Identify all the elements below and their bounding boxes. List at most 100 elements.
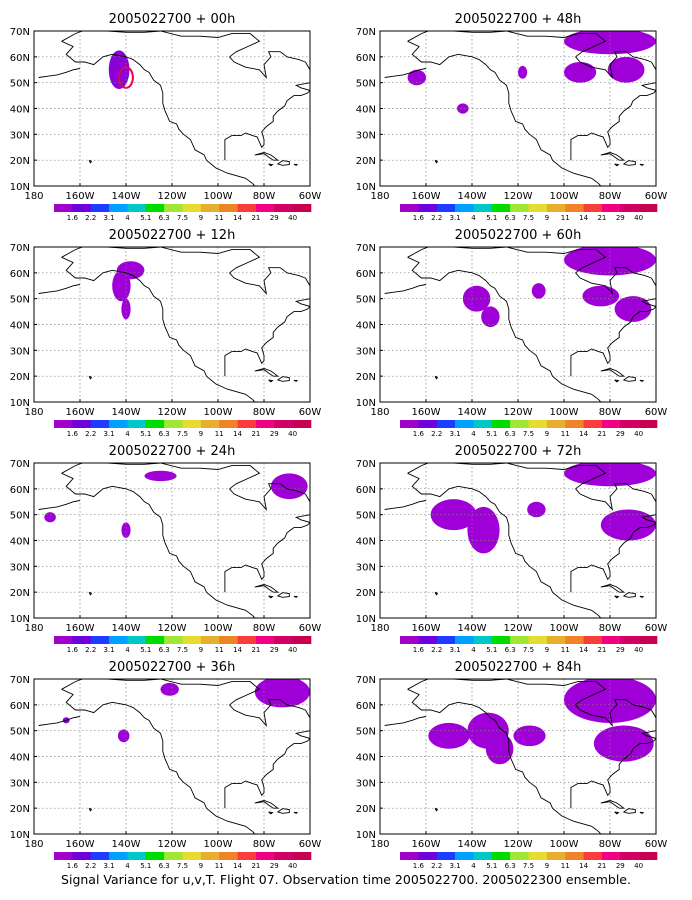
colorbar-level-label: 9 bbox=[545, 214, 549, 222]
colorbar-level-label: 14 bbox=[579, 214, 588, 222]
island-outline bbox=[254, 799, 280, 809]
coastline bbox=[384, 463, 656, 618]
colorbar-level-label: 14 bbox=[233, 214, 242, 222]
map-panel: 2005022700 + 36h 10N 20N 30N 40N 50N 60N 70N 180… bbox=[10, 660, 322, 870]
colorbar: 1.6 2.2 3.1 4 5.1 6.3 7.5 9 11 14 21 29 40 bbox=[54, 420, 312, 438]
signal-region bbox=[457, 103, 469, 114]
colorbar: 1.6 2.2 3.1 4 5.1 6.3 7.5 9 11 14 21 29 40 bbox=[54, 636, 312, 654]
colorbar-level-label: 2.2 bbox=[85, 430, 96, 438]
colorbar-swatch bbox=[436, 636, 456, 644]
x-tick-label: 180 bbox=[24, 623, 43, 634]
y-tick-label: 50N bbox=[10, 295, 30, 306]
coast-line bbox=[407, 472, 620, 618]
colorbar-swatch bbox=[436, 204, 456, 212]
map-panel: 2005022700 + 24h 10N 20N 30N 40N 50N 60N 70N 180… bbox=[10, 444, 322, 654]
colorbar-swatch bbox=[219, 852, 238, 860]
colorbar-level-label: 9 bbox=[199, 214, 203, 222]
colorbar-swatch bbox=[109, 852, 128, 860]
colorbar-level-label: 2.2 bbox=[85, 646, 96, 654]
island-outline bbox=[614, 595, 620, 599]
y-tick-label: 40N bbox=[10, 321, 30, 332]
colorbar-swatch bbox=[182, 204, 202, 212]
y-tick-label: 30N bbox=[10, 130, 30, 141]
coast-line bbox=[575, 483, 652, 511]
colorbar-swatch bbox=[418, 420, 438, 428]
colorbar-level-label: 5.1 bbox=[486, 214, 497, 222]
signal-region bbox=[564, 463, 656, 487]
colorbar-swatch bbox=[565, 852, 584, 860]
colorbar-level-label: 1.6 bbox=[67, 862, 79, 870]
colorbar-swatch bbox=[54, 636, 73, 644]
colorbar-level-label: 29 bbox=[616, 862, 625, 870]
colorbar-swatch bbox=[164, 204, 183, 212]
colorbar-level-label: 14 bbox=[579, 430, 588, 438]
colorbar-swatch bbox=[565, 204, 584, 212]
y-tick-label: 40N bbox=[356, 105, 376, 116]
coast-line bbox=[61, 463, 261, 490]
y-tick-label: 30N bbox=[356, 346, 376, 357]
colorbar-swatch bbox=[565, 636, 584, 644]
colorbar-swatch bbox=[400, 204, 419, 212]
signal-region bbox=[600, 509, 656, 541]
signal-region bbox=[582, 285, 620, 307]
x-tick-label: 160W bbox=[66, 191, 95, 202]
colorbar-level-label: 6.3 bbox=[505, 214, 516, 222]
colorbar-level-label: 7.5 bbox=[523, 646, 534, 654]
y-tick-label: 40N bbox=[10, 105, 30, 116]
island-outline bbox=[293, 379, 299, 382]
coast-line bbox=[61, 256, 274, 402]
x-tick-label: 160W bbox=[412, 407, 441, 418]
map-panel: 2005022700 + 12h 10N 20N 30N 40N 50N 60N 70N 180… bbox=[10, 228, 322, 438]
x-tick-label: 140W bbox=[112, 623, 141, 634]
colorbar-level-label: 4 bbox=[125, 862, 130, 870]
colorbar: 1.6 2.2 3.1 4 5.1 6.3 7.5 9 11 14 21 29 40 bbox=[400, 204, 658, 222]
y-tick-label: 30N bbox=[356, 130, 376, 141]
colorbar-swatch bbox=[583, 420, 603, 428]
colorbar-level-label: 7.5 bbox=[177, 214, 188, 222]
coast-line bbox=[61, 472, 274, 618]
signal-region bbox=[527, 501, 546, 518]
colorbar: 1.6 2.2 3.1 4 5.1 6.3 7.5 9 11 14 21 29 40 bbox=[54, 852, 312, 870]
y-tick-label: 70N bbox=[356, 27, 376, 38]
colorbar-swatch bbox=[491, 852, 511, 860]
colorbar-level-label: 6.3 bbox=[159, 646, 170, 654]
signal-region bbox=[270, 473, 308, 500]
colorbar-level-label: 14 bbox=[233, 862, 242, 870]
island-outline bbox=[622, 376, 636, 382]
signal-region bbox=[564, 62, 597, 83]
x-tick-label: 100W bbox=[550, 407, 579, 418]
coastline bbox=[38, 247, 310, 402]
island-outline bbox=[639, 811, 645, 814]
colorbar-level-label: 9 bbox=[199, 430, 203, 438]
coastline bbox=[38, 463, 310, 618]
x-tick-label: 160W bbox=[412, 623, 441, 634]
grid-lines bbox=[380, 31, 656, 186]
x-tick-label: 120W bbox=[158, 191, 187, 202]
colorbar: 1.6 2.2 3.1 4 5.1 6.3 7.5 9 11 14 21 29 40 bbox=[54, 204, 312, 222]
colorbar-swatch bbox=[455, 420, 474, 428]
colorbar-level-label: 5.1 bbox=[140, 862, 151, 870]
island-outline bbox=[639, 379, 645, 382]
colorbar-level-label: 2.2 bbox=[431, 646, 442, 654]
y-tick-label: 40N bbox=[356, 537, 376, 548]
colorbar-level-label: 29 bbox=[270, 862, 279, 870]
colorbar-level-label: 29 bbox=[270, 646, 279, 654]
colorbar-level-label: 40 bbox=[288, 646, 297, 654]
coastline bbox=[38, 679, 310, 834]
colorbar-swatch bbox=[255, 420, 275, 428]
island-outline bbox=[600, 151, 626, 161]
colorbar-level-label: 7.5 bbox=[523, 430, 534, 438]
colorbar-swatch bbox=[164, 852, 183, 860]
colorbar-level-label: 6.3 bbox=[505, 862, 516, 870]
colorbar-swatch bbox=[219, 204, 238, 212]
colorbar-swatch bbox=[638, 420, 658, 428]
colorbar-swatch bbox=[182, 852, 202, 860]
x-tick-label: 120W bbox=[504, 407, 533, 418]
colorbar-level-label: 40 bbox=[634, 646, 643, 654]
island-outline bbox=[614, 379, 620, 383]
colorbar-level-label: 14 bbox=[579, 646, 588, 654]
colorbar-swatch bbox=[164, 636, 183, 644]
x-tick-label: 100W bbox=[204, 839, 233, 850]
colorbar-swatch bbox=[473, 636, 493, 644]
